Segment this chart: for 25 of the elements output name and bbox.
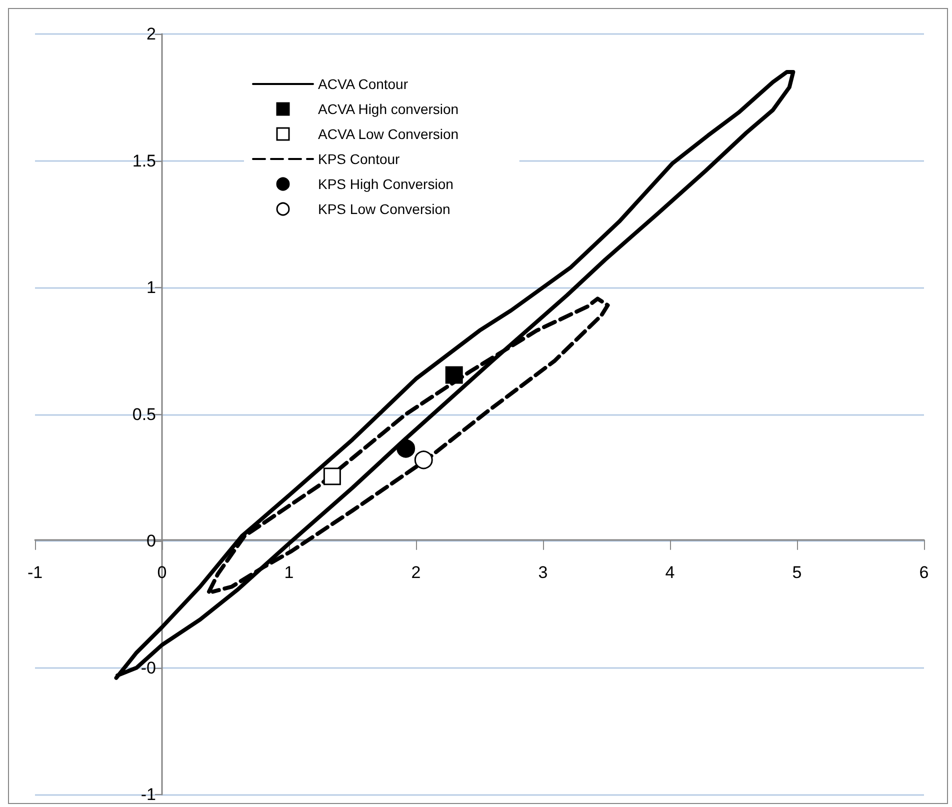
y-tick-label: -0 (140, 658, 156, 678)
x-tick-label: 3 (538, 562, 548, 582)
line-series (206, 296, 610, 594)
x-tick-label: 6 (919, 562, 929, 582)
x-tick-label: 2 (411, 562, 421, 582)
legend-label: KPS High Conversion (318, 176, 454, 192)
point (396, 439, 416, 458)
legend-label: ACVA Contour (318, 76, 408, 92)
point (414, 450, 433, 470)
point (323, 468, 341, 486)
x-tick-label: 5 (792, 562, 802, 582)
x-tick-label: 1 (284, 562, 294, 582)
legend-label: KPS Contour (318, 151, 400, 167)
y-tick-label: 2 (146, 24, 156, 44)
legend-label: KPS Low Conversion (318, 201, 450, 217)
point (445, 366, 463, 384)
y-tick-label: -1 (140, 785, 156, 804)
y-tick-label: 1 (146, 278, 156, 297)
y-tick-label: 1.5 (132, 151, 156, 170)
y-tick-label: 0 (146, 532, 156, 550)
legend-label: ACVA Low Conversion (318, 126, 459, 142)
y-tick-label: 0.5 (132, 404, 156, 424)
legend-label: ACVA High conversion (318, 101, 459, 117)
x-tick-label: -1 (27, 562, 43, 582)
x-tick-label: 4 (665, 562, 675, 582)
